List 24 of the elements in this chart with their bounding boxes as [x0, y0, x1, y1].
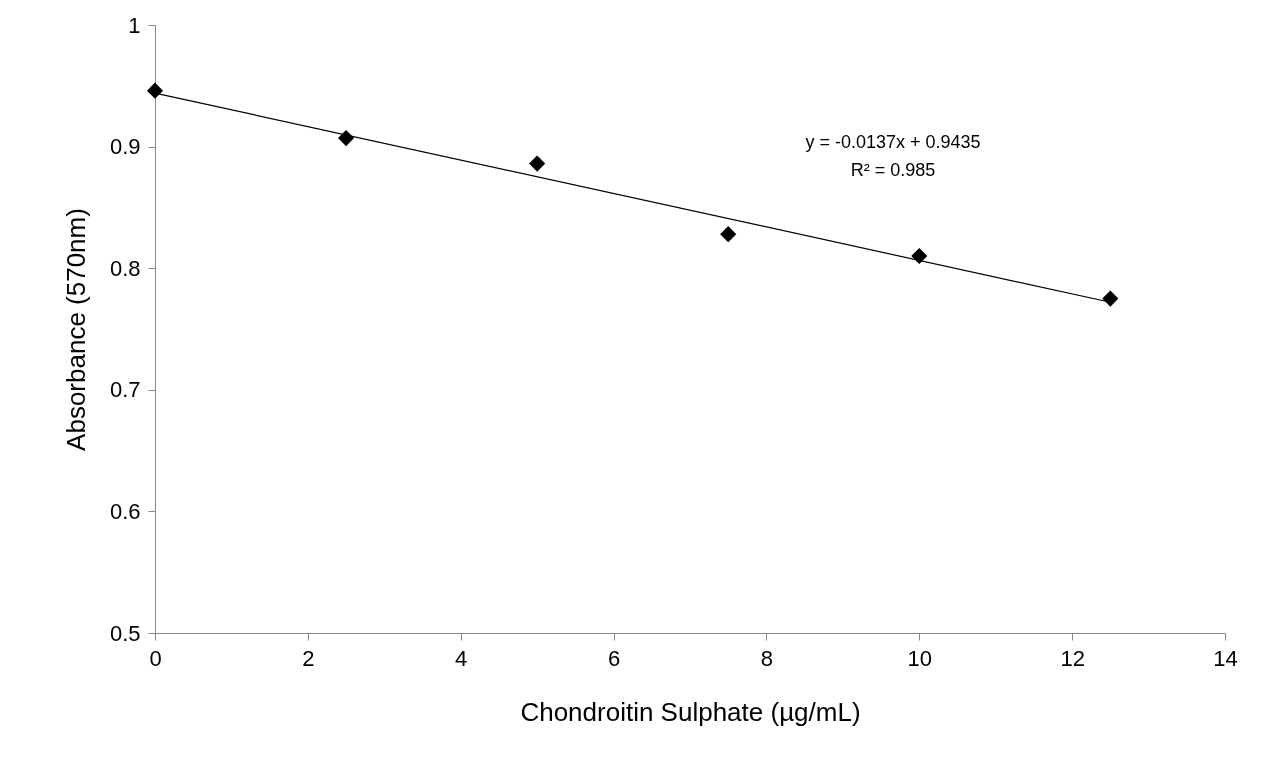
y-tick-label: 0.8: [109, 255, 141, 281]
annotation: y = -0.0137x + 0.9435: [805, 132, 981, 152]
x-tick-label: 2: [302, 645, 315, 671]
y-tick-label: 0.5: [109, 620, 141, 646]
point: [338, 130, 355, 147]
y-axis-title: Absorbance (570nm): [60, 208, 91, 451]
y-tick-label: 0.6: [109, 498, 141, 524]
x-tick-label: 4: [455, 645, 468, 671]
point: [911, 247, 928, 265]
y-tick-label: 0.9: [109, 134, 141, 160]
point: [529, 155, 546, 172]
x-axis-title: Chondroitin Sulphate (µg/mL): [520, 696, 861, 727]
x-tick-label: 8: [760, 645, 774, 671]
y-tick-label: 1: [128, 12, 141, 38]
point: [1102, 290, 1119, 307]
x-tick-label: 12: [1060, 645, 1085, 671]
annotation: R² = 0.985: [850, 160, 936, 180]
x-tick-label: 14: [1213, 645, 1238, 671]
point: [720, 226, 737, 243]
x-tick-label: 6: [607, 645, 621, 671]
y-tick-label: 0.7: [109, 377, 141, 403]
x-tick-label: 10: [907, 645, 933, 671]
point: [146, 82, 164, 99]
x-tick-label: 0: [149, 645, 162, 671]
